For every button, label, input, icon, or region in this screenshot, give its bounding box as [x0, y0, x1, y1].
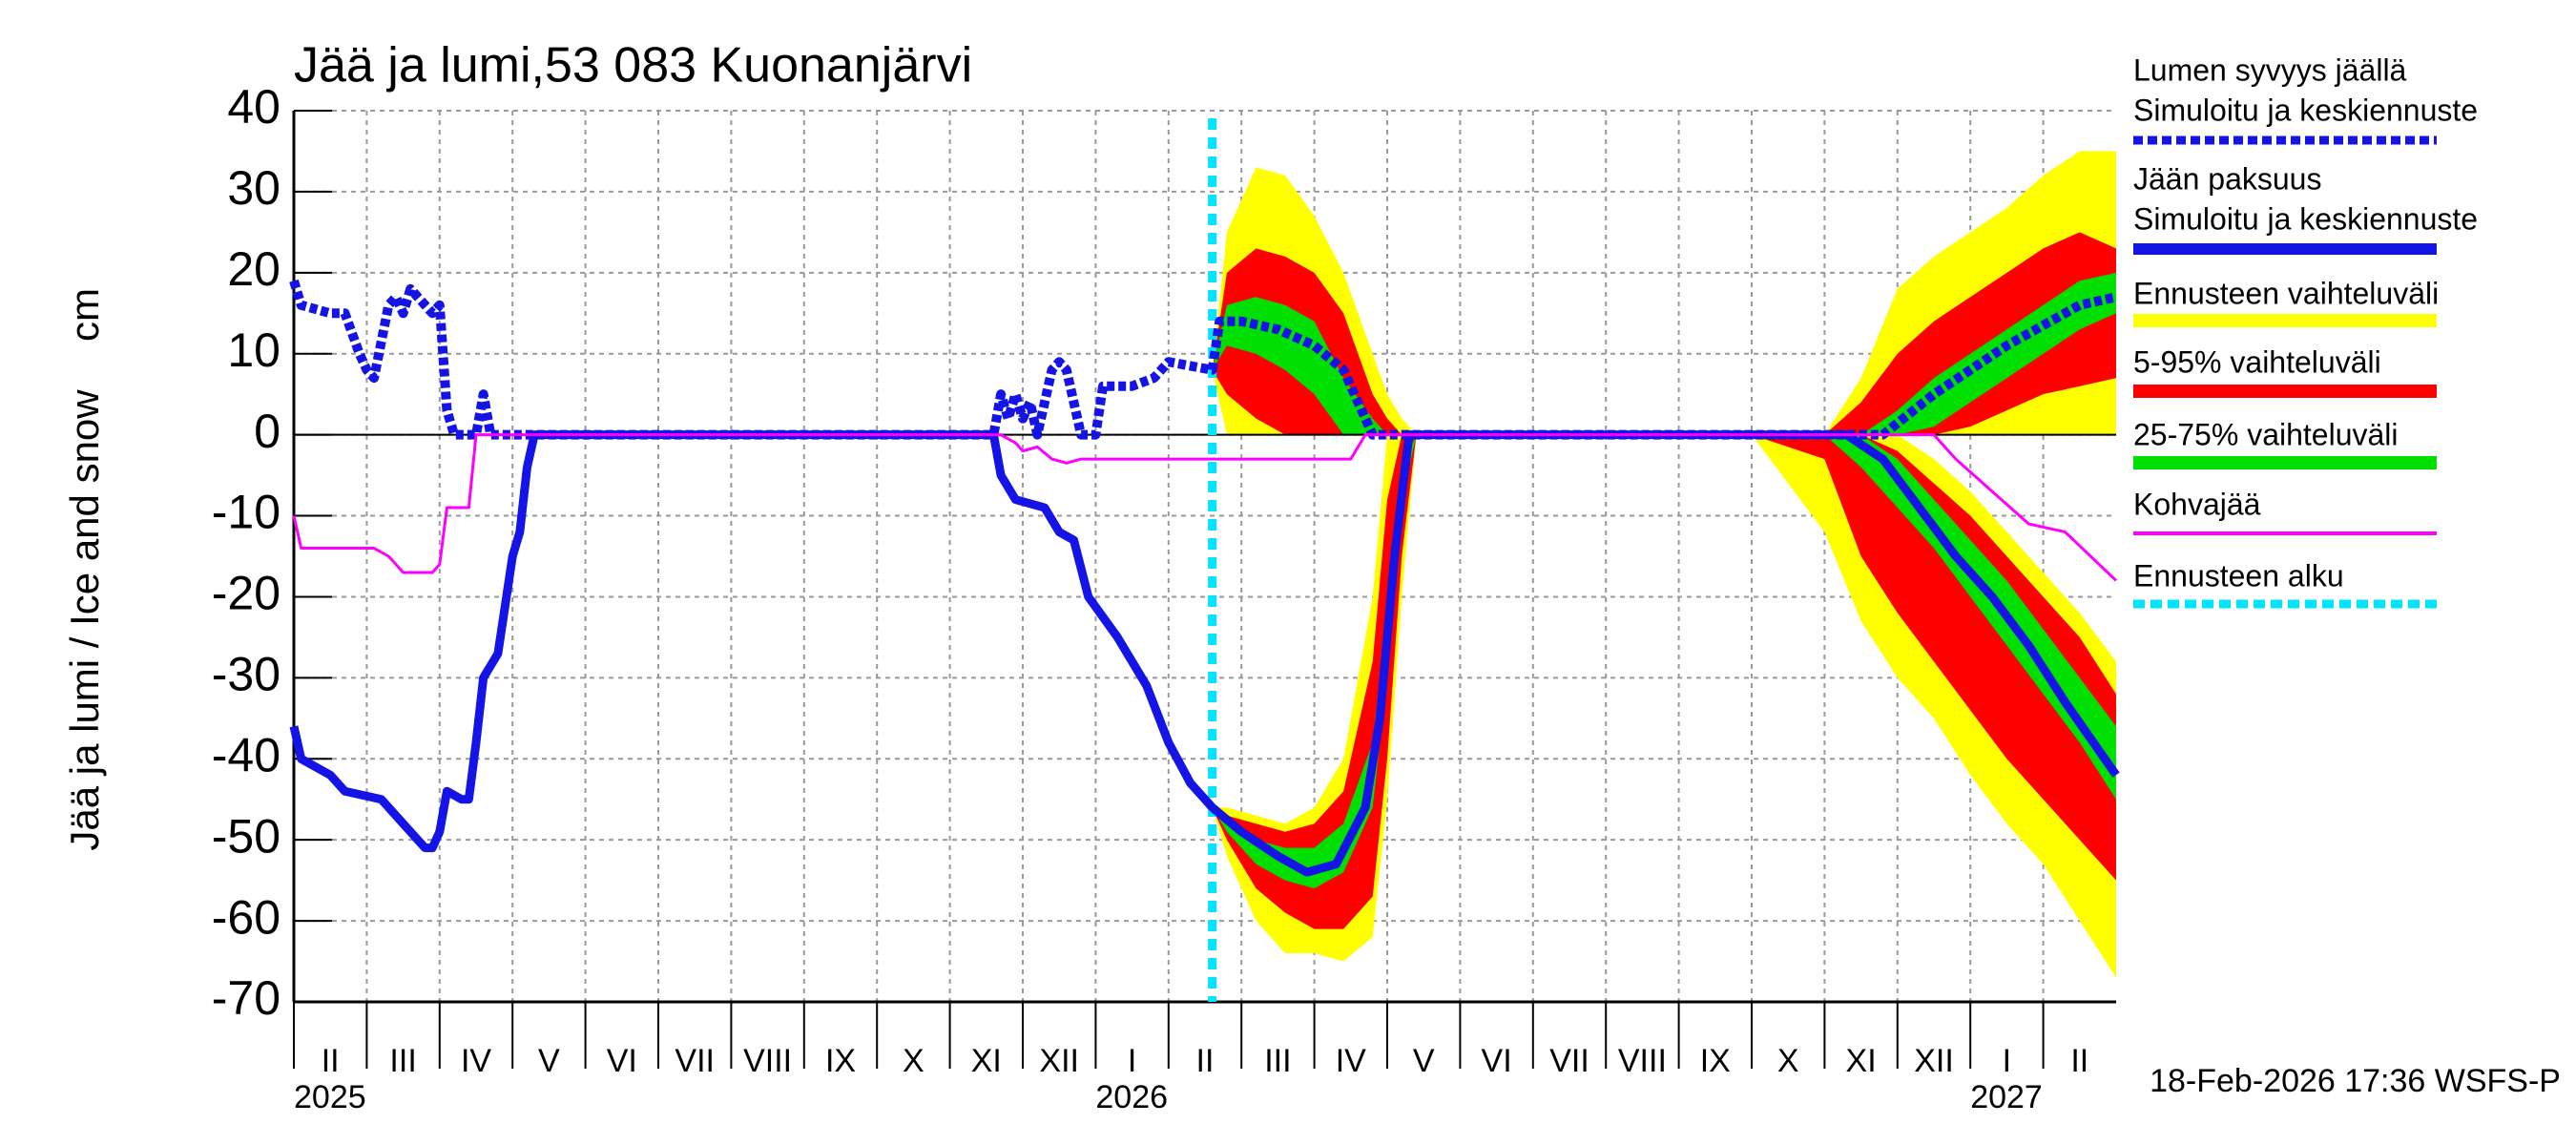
x-tick-label: XI — [1846, 1043, 1877, 1079]
x-tick-label: IX — [825, 1043, 856, 1079]
x-tick-label: IV — [461, 1043, 491, 1079]
x-tick-label: II — [1196, 1043, 1215, 1079]
legend-label: Simuloitu ja keskiennuste — [2133, 201, 2478, 236]
y-tick-label: 0 — [254, 405, 280, 458]
x-tick-label: III — [1264, 1043, 1291, 1079]
legend-label: 5-95% vaihteluväli — [2133, 344, 2381, 379]
year-label: 2026 — [1095, 1079, 1168, 1115]
legend-label: Lumen syvyys jäällä — [2133, 52, 2407, 87]
x-tick-label: X — [1777, 1043, 1799, 1079]
y-axis-label: Jää ja lumi / Ice and snow — [62, 389, 107, 851]
series-line — [292, 433, 2118, 582]
x-tick-label: V — [1413, 1043, 1435, 1079]
x-tick-label: IV — [1336, 1043, 1366, 1079]
legend-label: Kohvajää — [2133, 487, 2261, 521]
y-tick-label: -70 — [212, 971, 280, 1025]
legend-label: Simuloitu ja keskiennuste — [2133, 93, 2478, 127]
x-tick-label: XII — [1039, 1043, 1079, 1079]
x-tick-label: VI — [607, 1043, 637, 1079]
y-tick-label: 40 — [227, 80, 280, 134]
legend-label: Ennusteen vaihteluväli — [2133, 276, 2439, 310]
band — [1212, 232, 2116, 435]
x-tick-label: II — [2070, 1043, 2088, 1079]
legend-label: Ennusteen alku — [2133, 558, 2344, 593]
y-tick-label: -20 — [212, 567, 280, 620]
y-tick-label: -30 — [212, 648, 280, 701]
x-tick-label: VII — [1549, 1043, 1589, 1079]
y-tick-label: 30 — [227, 161, 280, 215]
y-tick-label: -50 — [212, 809, 280, 863]
x-tick-label: VI — [1482, 1043, 1512, 1079]
x-tick-label: III — [389, 1043, 416, 1079]
band — [1212, 434, 2116, 929]
footer: 18-Feb-2026 17:36 WSFS-P — [2150, 1063, 2561, 1099]
y-tick-label: -10 — [212, 486, 280, 539]
series-line — [289, 279, 2118, 440]
year-label: 2027 — [1970, 1079, 2043, 1115]
y-tick-label: -60 — [212, 890, 280, 944]
y-tick-label: 20 — [227, 242, 280, 296]
x-tick-label: XII — [1914, 1043, 1954, 1079]
x-tick-label: VIII — [1618, 1043, 1667, 1079]
x-tick-label: X — [903, 1043, 924, 1079]
x-tick-label: VII — [675, 1043, 715, 1079]
x-tick-label: V — [538, 1043, 560, 1079]
chart-title: Jää ja lumi,53 083 Kuonanjärvi — [294, 38, 972, 94]
x-tick-label: II — [322, 1043, 340, 1079]
y-tick-label: 10 — [227, 323, 280, 377]
x-tick-label: I — [2003, 1043, 2011, 1079]
y-tick-label: -40 — [212, 728, 280, 781]
legend-label: 25-75% vaihteluväli — [2133, 417, 2399, 451]
x-tick-label: IX — [1700, 1043, 1731, 1079]
y-axis-unit: cm — [62, 288, 107, 342]
legend-label: Jään paksuus — [2133, 161, 2321, 196]
x-tick-label: I — [1128, 1043, 1136, 1079]
x-tick-label: XI — [971, 1043, 1002, 1079]
x-tick-label: VIII — [743, 1043, 792, 1079]
year-label: 2025 — [294, 1079, 366, 1115]
